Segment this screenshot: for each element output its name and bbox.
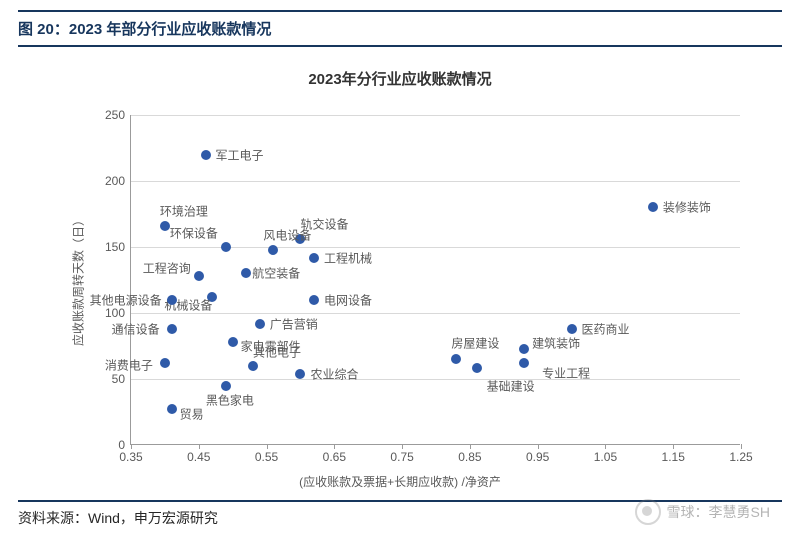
scatter-label: 其他电子 [253, 343, 301, 360]
scatter-label: 贸易 [180, 406, 204, 423]
scatter-point [221, 242, 231, 252]
scatter-point [167, 404, 177, 414]
scatter-label: 基础建设 [487, 378, 535, 395]
x-tick: 0.95 [526, 444, 549, 464]
x-axis-label: (应收账款及票据+长期应收款) /净资产 [0, 473, 800, 490]
gridline [131, 313, 740, 314]
scatter-label: 通信设备 [112, 320, 160, 337]
x-tick: 1.15 [662, 444, 685, 464]
x-tick: 0.75 [390, 444, 413, 464]
scatter-label: 装修装饰 [663, 199, 711, 216]
scatter-label: 建筑装饰 [532, 334, 580, 351]
x-tick: 0.65 [323, 444, 346, 464]
chart-title: 2023年分行业应收账款情况 [0, 68, 800, 89]
x-tick: 0.85 [458, 444, 481, 464]
scatter-point [201, 150, 211, 160]
scatter-point [167, 324, 177, 334]
scatter-point [268, 245, 278, 255]
scatter-label: 黑色家电 [206, 391, 254, 408]
scatter-point [248, 361, 258, 371]
watermark-text: 雪球：李慧勇SH [667, 502, 770, 522]
x-tick: 1.05 [594, 444, 617, 464]
x-tick: 0.45 [187, 444, 210, 464]
scatter-label: 航空装备 [252, 265, 300, 282]
gridline [131, 115, 740, 116]
scatter-label: 电网设备 [324, 291, 372, 308]
x-tick: 1.25 [729, 444, 752, 464]
gridline [131, 181, 740, 182]
scatter-label: 农业综合 [310, 365, 358, 382]
source-text: 资料来源：Wind，申万宏源研究 [18, 510, 218, 526]
scatter-label: 医药商业 [582, 320, 630, 337]
scatter-label: 风电设备 [263, 226, 311, 243]
scatter-point [519, 344, 529, 354]
scatter-point [309, 295, 319, 305]
scatter-label: 专业工程 [542, 365, 590, 382]
y-tick: 200 [105, 174, 131, 188]
scatter-label: 其他电源设备 [90, 291, 162, 308]
scatter-point [160, 221, 170, 231]
watermark: 雪球：李慧勇SH [635, 499, 770, 525]
scatter-point [648, 202, 658, 212]
scatter-point [194, 271, 204, 281]
scatter-point [295, 369, 305, 379]
scatter-label: 军工电子 [216, 146, 264, 163]
scatter-point [241, 268, 251, 278]
scatter-label: 消费电子 [105, 357, 153, 374]
scatter-point [519, 358, 529, 368]
y-tick: 50 [112, 372, 131, 386]
x-tick: 0.35 [119, 444, 142, 464]
scatter-point [255, 319, 265, 329]
scatter-label: 工程机械 [324, 249, 372, 266]
chart-area: 2023年分行业应收账款情况 应收账款周转天数（日） 0501001502002… [0, 10, 800, 543]
plot-region: 0501001502002500.350.450.550.650.750.850… [130, 115, 740, 445]
scatter-label: 环境治理 [160, 202, 208, 219]
scatter-label: 工程咨询 [143, 260, 191, 277]
scatter-point [451, 354, 461, 364]
scatter-point [567, 324, 577, 334]
gridline [131, 379, 740, 380]
y-tick: 150 [105, 240, 131, 254]
scatter-point [167, 295, 177, 305]
scatter-point [309, 253, 319, 263]
scatter-label: 环保设备 [170, 225, 218, 242]
scatter-point [228, 337, 238, 347]
y-axis-label: 应收账款周转天数（日） [70, 214, 87, 346]
scatter-label: 房屋建设 [451, 335, 499, 352]
scatter-point [221, 381, 231, 391]
scatter-point [160, 358, 170, 368]
scatter-label: 广告营销 [270, 315, 318, 332]
scatter-point [472, 363, 482, 373]
y-tick: 250 [105, 108, 131, 122]
xueqiu-logo-icon [635, 499, 661, 525]
x-tick: 0.55 [255, 444, 278, 464]
